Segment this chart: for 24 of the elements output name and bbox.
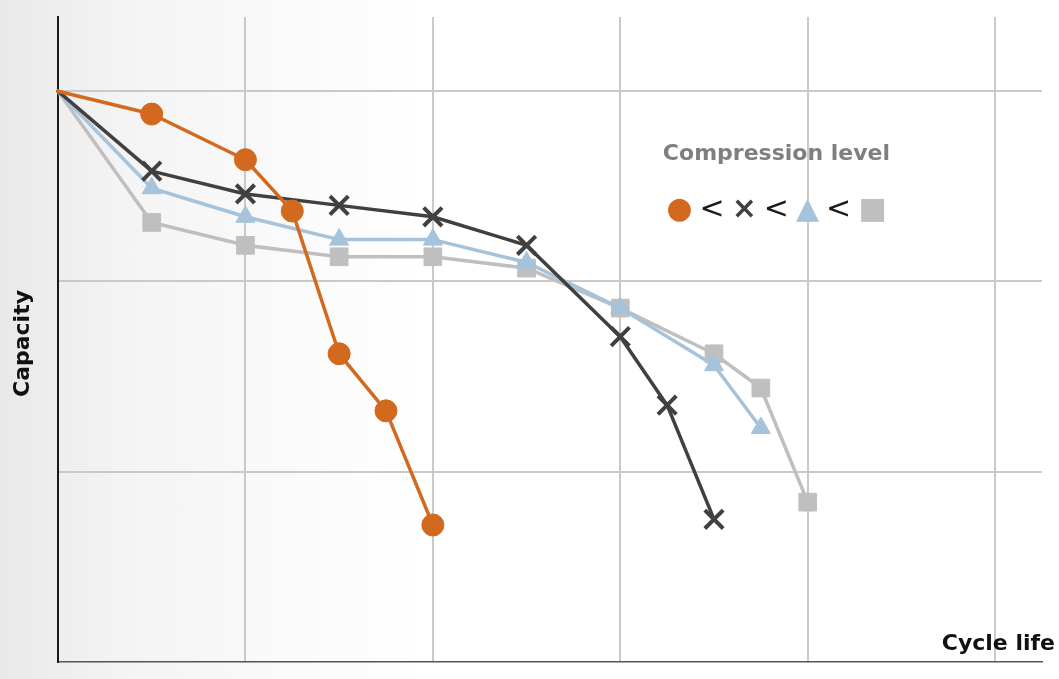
point	[515, 234, 538, 257]
annotation: Compression level	[662, 139, 890, 165]
point	[751, 378, 771, 398]
annotation: ● < × < ▲ < ■	[666, 189, 887, 225]
point	[423, 247, 443, 267]
point	[421, 205, 445, 228]
point	[140, 159, 163, 183]
point	[609, 325, 632, 348]
point	[233, 148, 257, 172]
point	[327, 194, 351, 217]
point	[798, 492, 818, 512]
point	[655, 393, 679, 417]
point	[142, 213, 162, 232]
point	[374, 399, 398, 423]
point	[280, 199, 304, 223]
point	[421, 513, 445, 537]
point	[329, 247, 349, 267]
y-axis-title: Capacity	[8, 289, 34, 398]
point	[140, 102, 164, 126]
point	[327, 342, 351, 366]
point	[702, 508, 726, 531]
point	[236, 235, 255, 255]
x-axis-title: Cycle life	[941, 630, 1055, 655]
point	[234, 182, 257, 206]
